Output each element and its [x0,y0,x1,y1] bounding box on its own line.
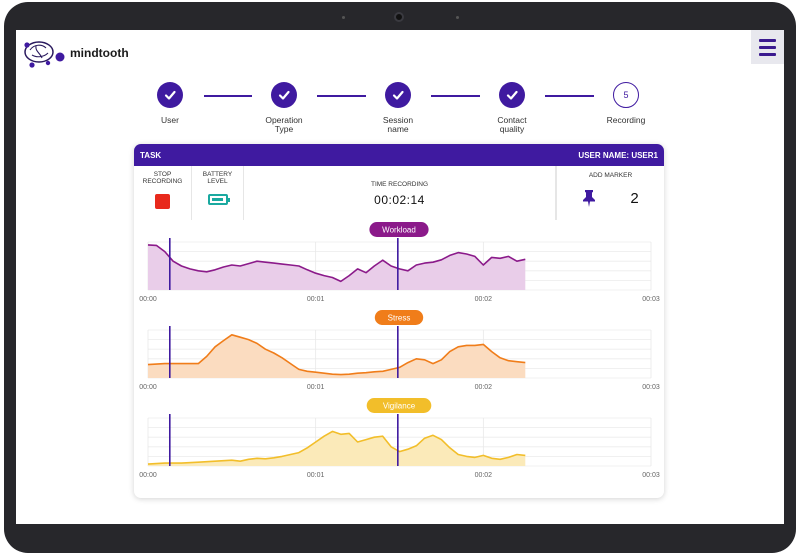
app-screen: mindtooth User Operation Type Session [16,30,784,524]
stop-recording-section: STOP RECORDING [134,166,192,220]
time-recording-label: TIME RECORDING [370,181,429,188]
series-line [147,334,526,376]
x-tick-label: 00:01 [307,296,325,303]
chart-title: Vigilance [383,402,416,411]
check-icon [271,82,297,108]
x-tick-label: 00:02 [475,384,493,391]
battery-icon [207,194,230,205]
step-recording[interactable]: 5 Recording [586,82,666,125]
check-icon [385,82,411,108]
x-tick-label: 00:03 [642,296,660,303]
battery-level-label: BATTERY LEVEL [202,171,233,185]
chart-vigilance: 00:00 00:01 00:02 00:03 Vigilance [139,398,660,479]
chart-stress: 00:00 00:01 00:02 00:03 Stress [139,310,660,391]
menu-button[interactable] [751,30,784,64]
chart-title-pill: Vigilance [366,398,432,413]
x-tick-label: 00:01 [307,384,325,391]
recording-card: TASK USER NAME: USER1 STOP RECORDING BAT… [134,144,664,498]
add-marker-section: ADD MARKER 2 [556,166,664,220]
x-tick-label: 00:00 [139,472,157,479]
step-connector [431,95,480,97]
pill-background [374,310,424,325]
step-connector [317,95,366,97]
chart-title: Stress [388,314,411,323]
step-label: Recording [606,115,646,125]
time-recording-section: TIME RECORDING 00:02:14 [244,166,556,220]
battery-fill [211,198,223,201]
pill-background [366,398,432,413]
series-area [148,244,526,290]
brain-logo-icon [24,41,65,68]
check-icon [499,82,525,108]
step-label: Contact quality [497,115,527,134]
pill-background [369,222,429,237]
chart-title-pill: Workload [369,222,429,237]
hamburger-icon-bar [759,38,776,42]
x-tick-label: 00:02 [475,296,493,303]
x-tick-label: 00:02 [475,472,493,479]
series-area [148,431,526,466]
time-recording-value: 00:02:14 [374,193,425,207]
x-tick-label: 00:03 [642,384,660,391]
recording-controls: STOP RECORDING BATTERY LEVEL TIME RECORD… [134,166,664,220]
task-label: TASK [140,150,162,160]
hamburger-icon-bar [759,45,776,49]
stop-recording-button[interactable] [155,194,170,209]
step-user[interactable]: User [130,82,210,125]
step-contact-quality[interactable]: Contact quality [472,82,552,134]
step-label: User [161,115,179,125]
card-header: TASK USER NAME: USER1 [134,144,664,166]
x-tick-label: 00:00 [139,384,157,391]
x-tick-label: 00:00 [139,296,157,303]
series-line [147,430,526,465]
chart-title-pill: Stress [374,310,424,325]
stop-recording-label: STOP RECORDING [142,171,183,185]
chart-workload: 00:00 00:01 00:02 00:03 Workload [139,222,660,303]
app-name: mindtooth [70,46,129,60]
pushpin-icon[interactable] [582,189,596,207]
series-area [148,334,526,378]
hamburger-icon-bar [759,52,776,56]
step-connector [204,95,252,97]
series-line [147,244,526,283]
check-icon [157,82,183,108]
step-label: Operation Type [265,115,303,134]
marker-count: 2 [630,189,639,207]
step-session-name[interactable]: Session name [358,82,438,134]
chart-title: Workload [382,226,416,235]
sensor-dot [456,16,459,19]
x-tick-label: 00:01 [307,472,325,479]
step-label: Session name [382,115,414,134]
camera [394,12,404,22]
logo: mindtooth [22,38,129,68]
x-tick-label: 00:03 [642,472,660,479]
step-connector [545,95,594,97]
sensor-dot [342,16,345,19]
add-marker-label: ADD MARKER [588,172,633,179]
user-name-label: USER NAME: USER1 [578,150,658,160]
step-number: 5 [613,82,639,108]
battery-section: BATTERY LEVEL [192,166,244,220]
progress-stepper: User Operation Type Session name Contact… [144,82,664,142]
step-operation-type[interactable]: Operation Type [244,82,324,134]
